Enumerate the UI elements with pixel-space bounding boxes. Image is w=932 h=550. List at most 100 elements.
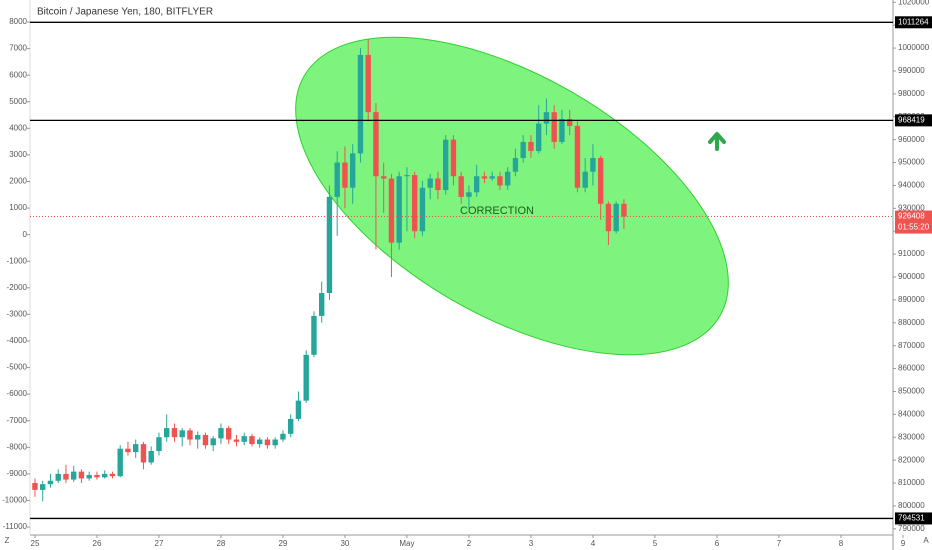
candle-body [489, 176, 495, 179]
y2-tick-label: 4000 [9, 123, 27, 132]
candle-body [164, 428, 170, 438]
price-tag [895, 114, 932, 127]
candle-body [566, 119, 573, 126]
y2-tick-label: -10000 [2, 496, 27, 505]
candle-body [78, 471, 85, 479]
y-tick-label: 800000 [898, 501, 925, 510]
candle-body [520, 141, 526, 158]
candle-body [249, 436, 255, 445]
candle-body [179, 430, 185, 438]
y2-tick-label: 8000 [9, 17, 27, 26]
x-tick-label: 7 [777, 539, 782, 548]
y2-tick-label: -7000 [7, 416, 28, 425]
chart-title: Bitcoin / Japanese Yen, 180, BITFLYER [37, 7, 213, 18]
candle-body [287, 418, 294, 434]
x-tick-label: 26 [93, 539, 102, 548]
x-tick-label: 27 [155, 539, 164, 548]
y2-tick-label: 7000 [9, 44, 27, 53]
candle-body [102, 473, 108, 478]
candle-body [373, 112, 379, 177]
candle-body [605, 203, 612, 232]
y-tick-label: 1000000 [898, 43, 930, 52]
y-tick-label: 990000 [898, 66, 925, 75]
price-tag-label: 1011264 [898, 17, 929, 26]
candle-body [117, 448, 123, 477]
candle-body [357, 54, 364, 154]
up-arrow [708, 132, 726, 151]
candle-body [210, 438, 216, 446]
auto-button[interactable]: A [923, 536, 929, 545]
candle-body [590, 157, 596, 172]
x-tick-label: 8 [839, 539, 844, 548]
y-tick-label: 820000 [898, 455, 925, 464]
candle-body [295, 400, 302, 419]
candle-body [187, 430, 193, 440]
candle-body [109, 473, 116, 477]
candle-body [156, 437, 162, 451]
candle-body [218, 428, 224, 439]
candle-body [202, 434, 209, 446]
x-tick-label: 29 [278, 539, 287, 548]
x-tick-label: 6 [715, 539, 720, 548]
y2-tick-label: 1000 [9, 203, 27, 212]
candle-body [195, 434, 201, 440]
candle-body [597, 157, 604, 204]
candle-body [71, 471, 77, 480]
candle-body [311, 315, 317, 355]
y-tick-label: 790000 [898, 524, 925, 533]
y-tick-label: 860000 [898, 364, 925, 373]
candle-body [473, 176, 480, 193]
y-tick-label: 810000 [898, 478, 925, 487]
candle-body [280, 433, 286, 440]
y2-tick-label: -6000 [7, 389, 28, 398]
y-tick-label: 950000 [898, 158, 925, 167]
y-tick-label: 930000 [898, 203, 925, 212]
candle-body [133, 444, 139, 453]
candle-body [334, 162, 340, 197]
x-tick-label: 4 [591, 539, 596, 548]
candle-body [140, 444, 147, 463]
candle-body [582, 171, 588, 188]
last-price-tag [895, 210, 932, 234]
y-tick-label: 870000 [898, 341, 925, 350]
x-tick-label: 25 [31, 539, 40, 548]
candle-body [574, 125, 581, 188]
scale-button[interactable]: Z [5, 536, 10, 545]
candle-body [86, 475, 92, 479]
candle-body [349, 153, 356, 188]
candle-body [241, 436, 247, 442]
candle-body [264, 439, 271, 446]
x-tick-label: 28 [216, 539, 225, 548]
candle-body [504, 171, 511, 186]
x-tick-label: 9 [901, 539, 906, 548]
y2-tick-label: -2000 [7, 283, 28, 292]
y-tick-label: 1020000 [898, 0, 930, 6]
candle-body [47, 480, 54, 485]
candle-body [481, 176, 488, 179]
candle-body [365, 54, 371, 113]
candle-body [551, 112, 557, 142]
price-tag [895, 16, 932, 29]
y-tick-label: 940000 [898, 181, 925, 190]
price-tag [895, 512, 932, 525]
annotation: CORRECTION [460, 205, 534, 217]
candle-body [233, 439, 240, 442]
candle-body [380, 176, 387, 179]
y-tick-label: 880000 [898, 318, 925, 327]
candle-body [528, 141, 534, 152]
y2-tick-label: -9000 [7, 469, 28, 478]
candle-body [543, 112, 550, 124]
y2-tick-label: 5000 [9, 97, 27, 106]
y-tick-label: 840000 [898, 409, 925, 418]
candle-body [326, 196, 333, 294]
y-tick-label: 830000 [898, 432, 925, 441]
y-tick-label: 890000 [898, 295, 925, 304]
candle-body [466, 192, 472, 197]
candle-body [419, 187, 426, 232]
candle-body [303, 354, 309, 401]
candle-body [63, 473, 69, 480]
candle-body [512, 157, 519, 172]
candle-body [256, 439, 263, 445]
candle-body [148, 450, 154, 463]
y2-tick-label: 3000 [9, 150, 27, 159]
